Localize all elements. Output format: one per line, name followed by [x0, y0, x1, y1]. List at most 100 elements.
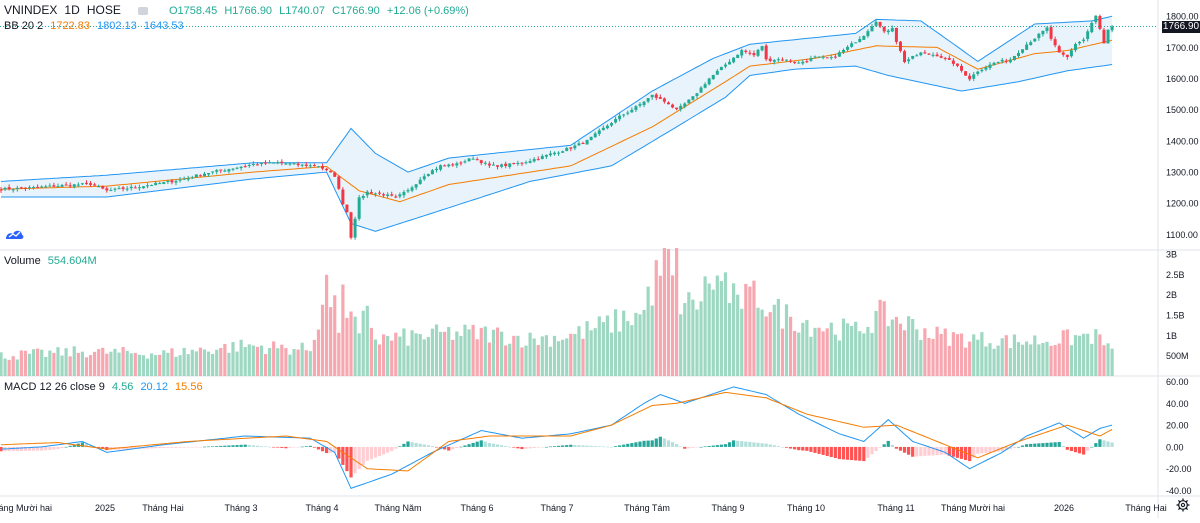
candle-body: [850, 43, 854, 47]
candle: [1021, 49, 1025, 54]
macd-histogram-bar: [479, 440, 483, 447]
candle-body: [752, 53, 756, 56]
candle: [793, 61, 797, 65]
macd-histogram-bar: [935, 446, 939, 456]
volume-bar: [223, 343, 227, 376]
candle: [382, 192, 386, 198]
symbol-label[interactable]: VNINDEX: [4, 3, 58, 17]
macd-histogram-bar: [1045, 442, 1049, 447]
candle: [341, 187, 345, 206]
interval-label[interactable]: 1D: [64, 3, 80, 17]
candle-body: [296, 163, 300, 166]
volume-bar: [642, 309, 646, 376]
candle: [235, 166, 239, 170]
candle-body: [52, 185, 56, 187]
candle-body: [626, 112, 630, 114]
time-axis-tick: Tháng 9: [711, 503, 744, 513]
macd-histogram-bar: [508, 446, 512, 448]
visibility-icon[interactable]: [137, 7, 148, 16]
macd-histogram-bar: [349, 446, 353, 478]
candle: [268, 160, 272, 164]
time-axis-tick: 2025: [95, 503, 115, 513]
time-axis-tick: Tháng 3: [224, 503, 257, 513]
candle: [903, 49, 907, 64]
macd-histogram-bar: [190, 446, 194, 448]
volume-bar: [235, 351, 239, 376]
candle: [504, 161, 508, 169]
candle: [833, 53, 837, 59]
candle: [524, 160, 528, 165]
macd-histogram-bar: [1094, 443, 1098, 447]
candle-body: [329, 170, 333, 173]
candle-body: [797, 62, 801, 64]
macd-histogram-bar: [947, 446, 951, 456]
macd-histogram-bar: [158, 446, 162, 449]
volume-bar: [357, 333, 361, 376]
volume-bar: [263, 354, 268, 376]
volume-bar: [174, 356, 178, 376]
candle-body: [471, 158, 475, 160]
candle: [984, 65, 988, 72]
macd-histogram-bar: [992, 446, 996, 453]
macd-histogram-bar: [430, 446, 435, 447]
candle: [312, 163, 316, 167]
candle: [850, 41, 854, 48]
candle-body: [125, 188, 129, 190]
macd-histogram-bar: [825, 446, 829, 456]
volume-bar: [3, 358, 7, 376]
bb-upper-line: [0, 15, 1113, 182]
volume-bar: [1020, 344, 1025, 376]
candle: [479, 159, 483, 166]
volume-bar: [276, 348, 280, 376]
candle-body: [813, 56, 817, 58]
price-axis-tick: 1800.00: [1166, 12, 1199, 22]
candle-body: [496, 165, 500, 167]
volume-bar: [874, 310, 878, 376]
candle: [280, 159, 284, 166]
candle: [369, 189, 373, 194]
volume-bar: [398, 336, 402, 376]
candle: [52, 182, 56, 188]
candle: [373, 192, 377, 197]
candle: [227, 168, 231, 174]
candle-body: [793, 61, 797, 63]
macd-histogram-bar: [622, 444, 626, 447]
volume-bar: [797, 332, 801, 376]
macd-histogram-bar: [801, 446, 805, 451]
macd-legend[interactable]: MACD 12 26 close 9 4.56 20.12 15.56: [4, 381, 207, 393]
candle-body: [776, 59, 780, 61]
candle: [483, 161, 487, 166]
candle: [60, 183, 64, 187]
candle: [434, 166, 438, 173]
volume-bar: [573, 333, 577, 376]
candle-body: [48, 185, 52, 187]
candle-body: [789, 60, 793, 62]
candle-body: [284, 163, 288, 165]
settings-gear-icon[interactable]: [1176, 498, 1190, 512]
volume-bar: [638, 314, 642, 376]
candle: [109, 187, 113, 192]
macd-histogram-bar: [850, 446, 854, 461]
macd-histogram-bar: [97, 446, 101, 448]
candle-body: [19, 187, 23, 189]
volume-bar: [654, 260, 658, 376]
bb-upper-value: 1802.13: [97, 20, 137, 32]
macd-histogram-bar: [821, 446, 825, 455]
volume-name: Volume: [4, 255, 41, 267]
volume-bar: [44, 356, 48, 376]
candle: [1102, 27, 1106, 44]
volume-legend[interactable]: Volume 554.604M: [4, 255, 101, 267]
tradingview-logo-icon[interactable]: [5, 226, 25, 242]
candle: [801, 59, 805, 66]
candle-body: [288, 163, 292, 165]
candle-body: [1061, 52, 1065, 55]
candle: [516, 160, 520, 166]
volume-bar: [679, 314, 683, 376]
bb-legend[interactable]: BB 20 2 1722.83 1802.13 1643.53: [4, 20, 188, 32]
macd-histogram-bar: [418, 443, 422, 447]
candle-body: [280, 161, 284, 164]
volume-bar: [487, 342, 491, 376]
candle-body: [1094, 15, 1098, 23]
